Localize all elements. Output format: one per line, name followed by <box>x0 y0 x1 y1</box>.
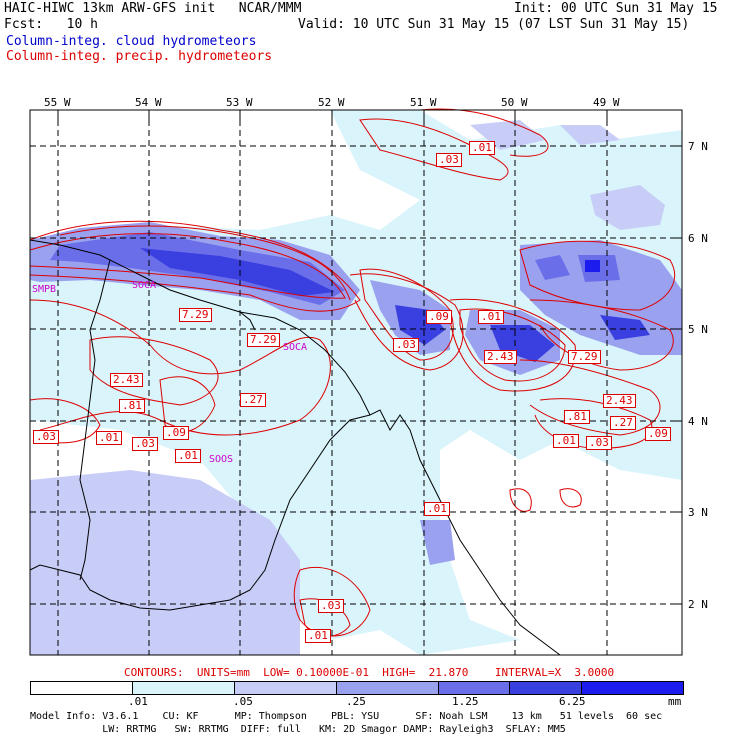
precip-field-label: Column-integ. precip. hydrometeors <box>6 49 273 64</box>
contour-label: 7.29 <box>568 350 601 364</box>
valid-time: Valid: 10 UTC Sun 31 May 15 (07 LST Sun … <box>298 17 690 32</box>
contour-label: .27 <box>240 393 266 407</box>
colorbar-label: .25 <box>346 695 366 708</box>
contour-label: .01 <box>424 502 450 516</box>
station-label: SOCA <box>283 342 307 353</box>
colorbar-swatch <box>510 682 583 694</box>
model-info-1: Model Info: V3.6.1 CU: KF MP: Thompson P… <box>30 711 663 722</box>
colorbar-swatch <box>582 682 683 694</box>
station-labels: SMPB SOCA SOOS SOCA <box>32 280 307 465</box>
contour-label: .03 <box>586 436 612 450</box>
colorbar-swatch <box>336 682 439 694</box>
lon-label: 54 W <box>135 96 162 109</box>
lon-label: 52 W <box>318 96 345 109</box>
forecast-hour: Fcst: 10 h <box>4 17 98 32</box>
cloud-field-label: Column-integ. cloud hydrometeors <box>6 34 257 49</box>
station-label: SOCA <box>132 280 156 291</box>
model-title: HAIC-HIWC 13km ARW-GFS init NCAR/MMM <box>4 1 302 16</box>
frame-ticks <box>57 110 682 605</box>
lon-label: 55 W <box>44 96 71 109</box>
contour-label: .27 <box>610 416 636 430</box>
contour-label: .03 <box>132 437 158 451</box>
colorbar-label: .01 <box>128 695 148 708</box>
model-info-2: LW: RRTMG SW: RRTMG DIFF: full KM: 2D Sm… <box>30 724 566 735</box>
colorbar-unit: mm <box>668 695 682 708</box>
lat-label: 3 N <box>688 506 708 519</box>
coastline <box>29 239 561 656</box>
contour-label: 2.43 <box>484 350 517 364</box>
lat-label: 5 N <box>688 323 708 336</box>
lon-label: 49 W <box>593 96 620 109</box>
precip-contours <box>29 108 676 637</box>
contour-label: .03 <box>393 338 419 352</box>
contour-label: .03 <box>436 153 462 167</box>
lat-label: 7 N <box>688 140 708 153</box>
init-time: Init: 00 UTC Sun 31 May 15 <box>514 1 718 16</box>
contour-label: 2.43 <box>603 394 636 408</box>
station-label: SOOS <box>209 454 233 465</box>
lon-label: 51 W <box>410 96 437 109</box>
contour-info: CONTOURS: UNITS=mm LOW= 0.10000E-01 HIGH… <box>124 666 615 679</box>
contour-label: .09 <box>163 426 189 440</box>
contour-label: .81 <box>119 399 145 413</box>
colorbar-swatch <box>132 682 235 694</box>
lon-label: 50 W <box>501 96 528 109</box>
map-frame <box>29 109 683 656</box>
colorbar <box>30 681 684 695</box>
contour-label: .03 <box>318 599 344 613</box>
contour-label: 7.29 <box>179 308 212 322</box>
contour-label: 2.43 <box>110 373 143 387</box>
contour-label: .01 <box>553 434 579 448</box>
axis-labels: 55 W 54 W 53 W 52 W 51 W 50 W 49 W 7 N 6… <box>44 96 708 611</box>
contour-label: .09 <box>645 427 671 441</box>
contour-label: .01 <box>478 310 504 324</box>
contour-label: .81 <box>564 410 590 424</box>
colorbar-swatch <box>31 682 133 694</box>
contour-label: .03 <box>33 430 59 444</box>
colorbar-label: .05 <box>233 695 253 708</box>
lat-label: 2 N <box>688 598 708 611</box>
lat-label: 6 N <box>688 232 708 245</box>
contour-label: .01 <box>469 141 495 155</box>
colorbar-swatch <box>438 682 511 694</box>
lon-label: 53 W <box>226 96 253 109</box>
colorbar-swatch <box>234 682 337 694</box>
contour-label: 7.29 <box>247 333 280 347</box>
lat-label: 4 N <box>688 415 708 428</box>
colorbar-label: 1.25 <box>452 695 479 708</box>
contour-label: .01 <box>305 629 331 643</box>
colorbar-label: 6.25 <box>559 695 586 708</box>
contour-label: .01 <box>96 431 122 445</box>
station-label: SMPB <box>32 284 56 295</box>
contour-label: .01 <box>175 449 201 463</box>
contour-label: .09 <box>426 310 452 324</box>
